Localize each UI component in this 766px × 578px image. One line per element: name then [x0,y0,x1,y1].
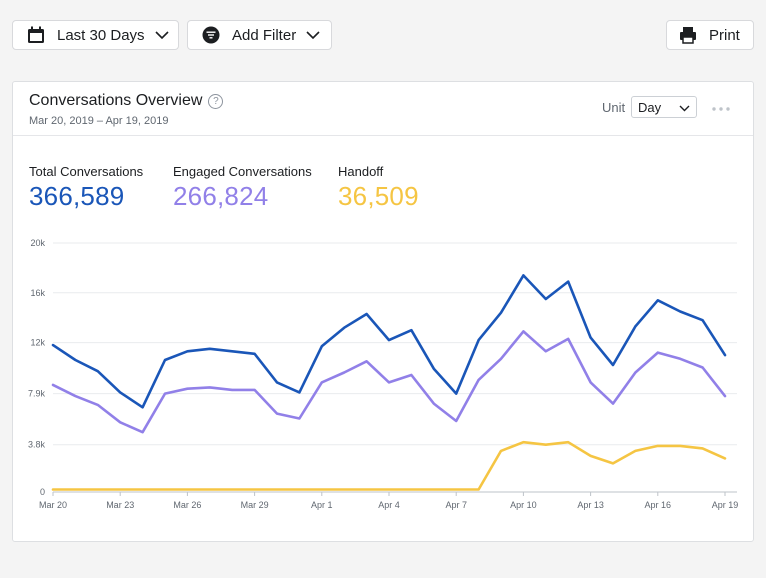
card-title: Conversations Overview [29,92,203,109]
date-range-button[interactable]: Last 30 Days [12,20,179,50]
metric-value: 366,589 [29,181,125,211]
metric-total-conversations: Total Conversations 366,589 [29,164,143,212]
y-tick-label: 7.9k [28,389,46,399]
x-tick-label: Apr 19 [712,500,739,510]
x-tick-label: Mar 29 [241,500,269,510]
conversations-overview-card: Conversations Overview ? Mar 20, 2019 – … [12,81,754,542]
unit-select[interactable]: Day [631,96,697,118]
y-tick-label: 12k [30,338,45,348]
metric-value: 266,824 [173,181,269,211]
metric-label: Total Conversations [29,164,144,179]
series-line-handoff [51,440,727,491]
x-tick-label: Mar 26 [173,500,201,510]
card-title-row: Conversations Overview ? [29,92,224,110]
y-tick-label: 20k [30,238,45,248]
add-filter-label: Add Filter [232,26,297,44]
metric-label: Handoff [338,164,384,179]
x-tick-label: Apr 13 [577,500,604,510]
metric-engaged-conversations: Engaged Conversations 266,824 [173,164,312,212]
chevron-down-icon [306,30,320,40]
print-button[interactable]: Print [666,20,754,50]
series-line-engaged [51,330,727,434]
filter-icon [202,26,220,44]
metric-handoff: Handoff 36,509 [338,164,419,212]
calendar-icon [27,26,45,44]
x-tick-label: Apr 16 [645,500,672,510]
print-label: Print [709,26,740,44]
x-tick-label: Mar 23 [106,500,134,510]
help-icon[interactable]: ? [208,93,224,109]
x-tick-label: Apr 7 [445,500,467,510]
metric-value: 36,509 [338,181,419,211]
unit-select-value: Day [638,99,662,115]
chevron-down-icon [679,100,690,115]
unit-label: Unit [602,100,626,115]
y-tick-label: 0 [40,487,45,497]
x-tick-label: Apr 4 [378,500,400,510]
series-line-total [51,274,727,409]
conversations-line-chart: 0 3.8k 7.9k 12k 16k 20k Mar 20 Mar 23 Mar 26 Mar … [28,238,739,510]
card-header: Conversations Overview ? Mar 20, 2019 – … [13,82,753,136]
add-filter-button[interactable]: Add Filter [187,20,332,50]
card-date-range: Mar 20, 2019 – Apr 19, 2019 [29,115,169,127]
x-tick-label: Apr 1 [311,500,333,510]
y-tick-label: 3.8k [28,440,46,450]
date-range-label: Last 30 Days [57,26,145,44]
more-options-button[interactable] [711,96,731,118]
printer-icon [679,26,697,44]
x-tick-label: Apr 10 [510,500,537,510]
chevron-down-icon [154,30,169,40]
metric-label: Engaged Conversations [173,164,312,179]
more-horizontal-icon [712,98,730,116]
x-tick-label: Mar 20 [39,500,67,510]
y-tick-label: 16k [30,288,45,298]
